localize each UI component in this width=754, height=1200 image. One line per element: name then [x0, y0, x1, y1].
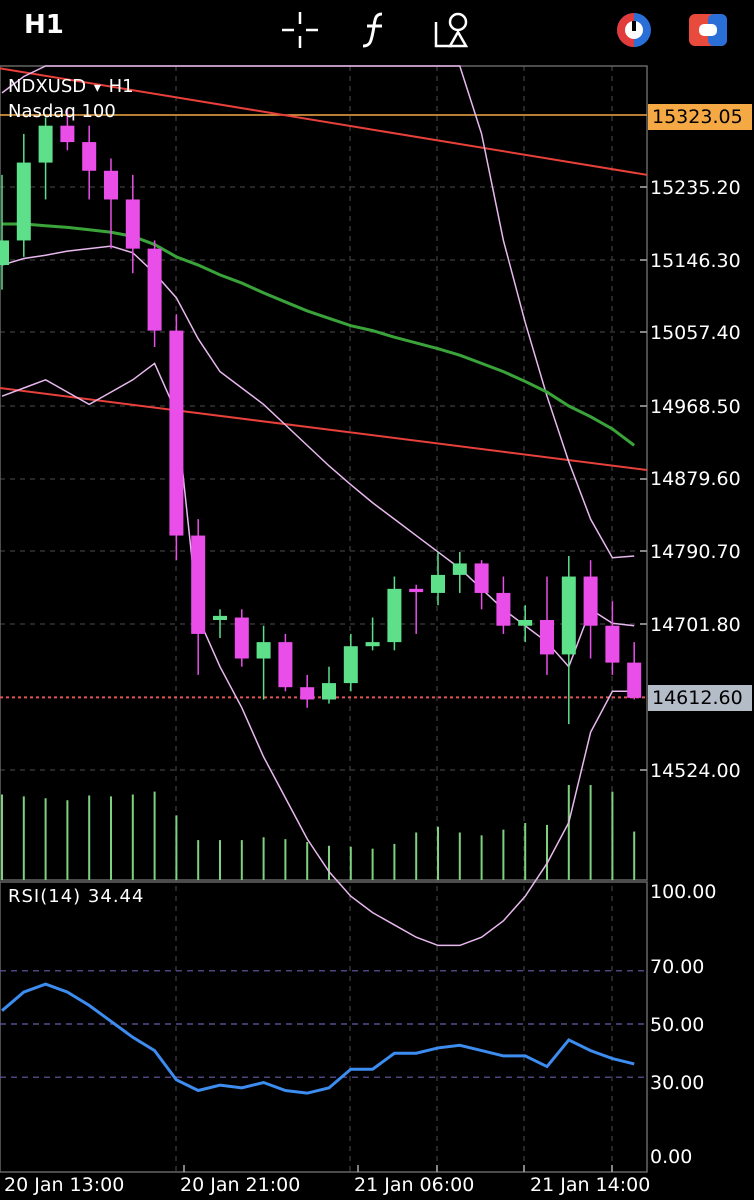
symbol-name: Nasdaq 100 — [8, 101, 116, 122]
chart-grid — [0, 65, 648, 1173]
candle-bearish — [605, 625, 620, 663]
price-pane-border — [0, 65, 648, 881]
toolbar: H1 — [0, 0, 754, 62]
time-axis-label: 21 Jan 14:00 — [530, 1174, 651, 1196]
candle-bullish — [0, 240, 9, 266]
bollinger-upper — [1, 65, 635, 559]
function-icon[interactable] — [354, 8, 398, 52]
candle-bearish — [540, 619, 554, 655]
timer-icon[interactable] — [612, 8, 656, 52]
crosshair-icon[interactable] — [278, 8, 322, 52]
candle-bearish — [104, 170, 118, 200]
candle-bullish — [387, 588, 402, 643]
bid-price-tag: 14612.60 — [648, 685, 752, 711]
candlesticks — [0, 109, 642, 725]
timeframe-button[interactable]: H1 — [24, 10, 64, 40]
price-axis-label: 14701.80 — [650, 614, 741, 636]
price-axis-label: 14524.00 — [650, 760, 741, 782]
toggle-icon[interactable] — [686, 8, 730, 52]
price-axis-label: 14968.50 — [650, 396, 741, 418]
candle-bearish — [60, 125, 75, 143]
candle-bullish — [518, 619, 533, 626]
rsi-line — [1, 982, 635, 1095]
candle-bearish — [300, 687, 315, 700]
rsi-level-label: 0.00 — [650, 1146, 693, 1168]
ask-price-tag: 15323.05 — [648, 104, 752, 130]
symbol-timeframe: H1 — [108, 76, 134, 97]
time-axis-label: 21 Jan 06:00 — [354, 1174, 475, 1196]
candle-bearish — [234, 617, 249, 659]
candle-bearish — [147, 248, 162, 331]
candle-bullish — [561, 576, 576, 655]
objects-icon[interactable] — [432, 8, 476, 52]
rsi-level-label: 70.00 — [650, 956, 705, 978]
time-axis-label: 20 Jan 13:00 — [4, 1174, 125, 1196]
rsi-level-label: 100.00 — [650, 881, 717, 903]
rsi-pane-border — [0, 881, 648, 1173]
rsi-label: RSI(14) 34.44 — [8, 886, 145, 907]
price-axis-label: 14879.60 — [650, 468, 741, 490]
candle-bullish — [343, 646, 358, 684]
trendline — [0, 387, 648, 471]
candle-bullish — [38, 125, 53, 163]
indicator-overlays — [1, 65, 636, 947]
candle-bearish — [474, 563, 489, 593]
candle-bullish — [16, 162, 31, 241]
candle-bullish — [322, 683, 336, 700]
rsi-panel — [1, 982, 635, 1095]
candle-bullish — [256, 642, 271, 659]
price-axis-label: 15146.30 — [650, 250, 741, 272]
rsi-level-label: 50.00 — [650, 1014, 705, 1036]
trendlines — [0, 67, 648, 471]
candle-bearish — [169, 330, 184, 536]
price-axis-label: 14790.70 — [650, 541, 741, 563]
candle-bearish — [82, 142, 97, 171]
symbol-header[interactable]: NDXUSD ▾ H1 — [8, 76, 134, 97]
time-axis-label: 20 Jan 21:00 — [180, 1174, 301, 1196]
candle-bullish — [213, 615, 227, 620]
bollinger-lower — [1, 362, 635, 947]
rsi-level-label: 30.00 — [650, 1072, 705, 1094]
candle-bearish — [409, 588, 424, 593]
candle-bullish — [365, 642, 380, 647]
candle-bearish — [627, 662, 642, 698]
bollinger-middle — [1, 245, 635, 669]
moving-average — [2, 222, 636, 447]
candle-bullish — [452, 563, 467, 575]
candle-bearish — [583, 576, 598, 626]
price-axis-label: 15057.40 — [650, 322, 741, 344]
symbol-ticker: NDXUSD — [8, 76, 87, 97]
candle-bearish — [191, 535, 206, 634]
price-axis-label: 15235.20 — [650, 177, 741, 199]
candle-bearish — [125, 199, 140, 249]
symbol-dropdown-arrow[interactable]: ▾ — [93, 80, 101, 96]
trendline — [0, 67, 648, 176]
candle-bearish — [278, 642, 293, 688]
volume-bars — [1, 785, 636, 880]
candle-bearish — [496, 592, 511, 626]
candle-bullish — [431, 574, 445, 593]
